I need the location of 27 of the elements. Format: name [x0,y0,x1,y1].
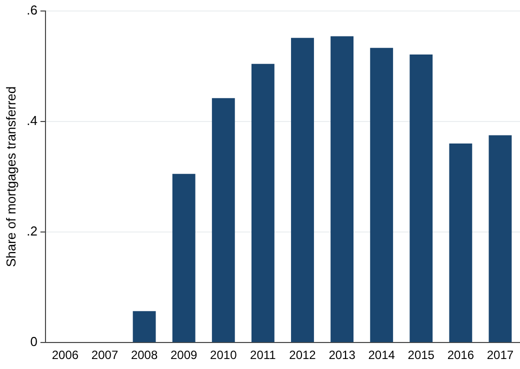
x-tick-label: 2016 [447,348,474,362]
bar [172,174,196,342]
x-tick-label: 2007 [91,348,118,362]
bar [251,64,274,342]
bar [291,38,314,342]
x-tick-label: 2011 [250,348,276,362]
y-axis-title: Share of mortgages transferred [3,86,18,268]
y-tick-label: .6 [26,2,38,18]
y-tick-label: .2 [26,224,38,239]
bar [410,54,433,342]
bar [212,98,235,342]
bar [330,36,354,342]
y-tick-label: .4 [26,112,38,128]
x-tick-label: 2015 [408,348,435,362]
x-tick-label: 2009 [170,348,198,362]
bar [132,311,156,342]
x-tick-label: 2008 [130,348,158,362]
bar [488,135,512,342]
bar [370,48,394,342]
x-tick-label: 2012 [289,348,316,362]
y-tick-label: 0 [30,334,38,350]
x-tick-label: 2017 [486,348,514,362]
x-tick-label: 2006 [52,348,79,362]
x-tick-label: 2013 [328,348,356,362]
bar [449,144,472,342]
x-tick-label: 2010 [210,348,238,362]
x-tick-label: 2014 [368,348,396,362]
